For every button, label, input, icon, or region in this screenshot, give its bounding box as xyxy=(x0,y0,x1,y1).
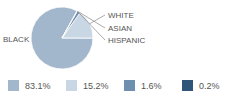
svg-text:BLACK: BLACK xyxy=(8,35,30,44)
svg-text:ASIAN: ASIAN xyxy=(108,24,132,33)
html-text:1.6%: 1.6% xyxy=(141,80,162,91)
svg-text:HISPANIC: HISPANIC xyxy=(108,36,145,45)
html-text:15.2%: 15.2% xyxy=(83,80,109,91)
html-text:83.1%: 83.1% xyxy=(25,80,51,91)
svg-text:WHITE: WHITE xyxy=(108,11,134,20)
html-text:0.2%: 0.2% xyxy=(199,80,220,91)
